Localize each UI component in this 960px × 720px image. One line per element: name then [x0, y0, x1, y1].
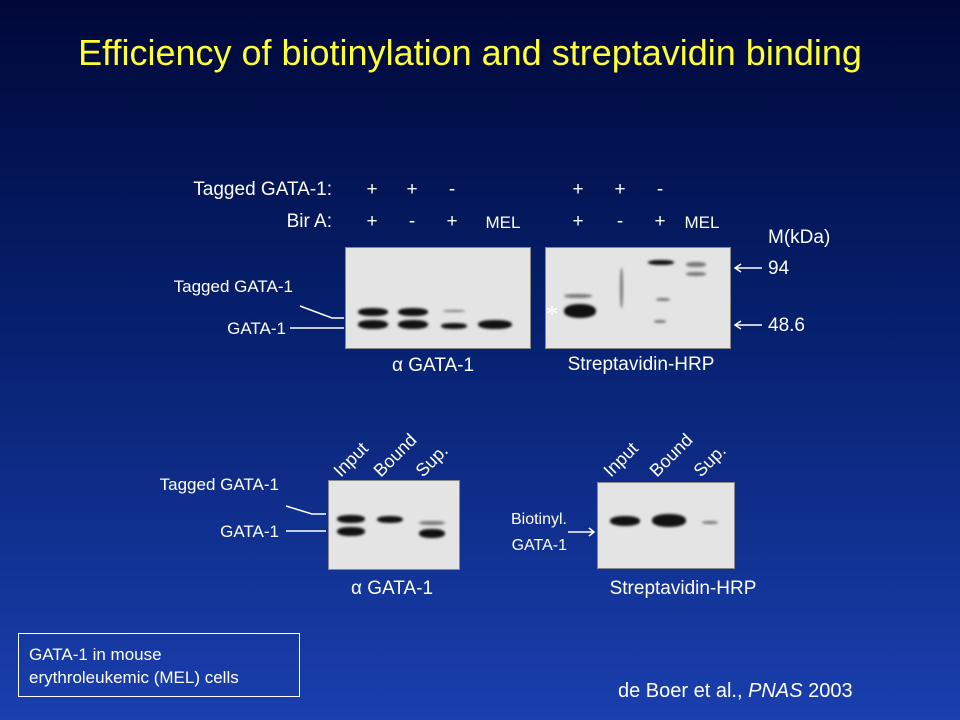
lane-sign: +: [446, 211, 458, 232]
title: Efficiency of biotinylation and streptav…: [78, 32, 862, 73]
citation: de Boer et al., PNAS 2003: [618, 681, 853, 701]
note-line: GATA-1 in mouse: [29, 645, 162, 664]
lane-sign: +: [572, 211, 584, 232]
lane-sign: -: [656, 179, 664, 200]
marker-title: M(kDa): [768, 227, 831, 248]
band-label: Biotinyl.: [510, 511, 567, 528]
band-label: Tagged GATA-1: [159, 475, 279, 494]
lane-sign: -: [616, 211, 624, 232]
citation-authors: de Boer et al.,: [618, 680, 743, 702]
note-box: GATA-1 in mouse erythroleukemic (MEL) ce…: [18, 633, 300, 697]
caption: α GATA-1: [391, 355, 475, 376]
blot: [597, 482, 735, 569]
marker: 94: [768, 258, 790, 279]
lane-sign: MEL: [684, 213, 720, 232]
caption: α GATA-1: [350, 578, 434, 599]
band-label: GATA-1: [511, 537, 567, 554]
lane-sign: +: [366, 179, 378, 200]
citation-year: 2003: [808, 680, 853, 702]
band-label: Tagged GATA-1: [173, 277, 293, 296]
blot: [345, 247, 531, 349]
lane-sign: +: [406, 179, 418, 200]
caption: Streptavidin-HRP: [567, 354, 715, 375]
caption: Streptavidin-HRP: [609, 578, 757, 599]
note-line: erythroleukemic (MEL) cells: [29, 668, 239, 687]
band-label: GATA-1: [220, 522, 279, 541]
asterisk: *: [546, 302, 558, 328]
lane-sign: +: [366, 211, 378, 232]
blot: [328, 480, 460, 570]
lane-sign: MEL: [485, 213, 521, 232]
lane-sign: +: [614, 179, 626, 200]
row-label: Tagged GATA-1:: [193, 179, 332, 200]
lane-sign: +: [654, 211, 666, 232]
row-label: Bir A:: [286, 211, 332, 232]
marker: 48.6: [768, 315, 805, 336]
band-label: GATA-1: [227, 319, 286, 338]
blot: [545, 247, 731, 349]
lane-sign: +: [572, 179, 584, 200]
lane-sign: -: [408, 211, 416, 232]
citation-journal: PNAS: [748, 680, 803, 702]
lane-sign: -: [448, 179, 456, 200]
